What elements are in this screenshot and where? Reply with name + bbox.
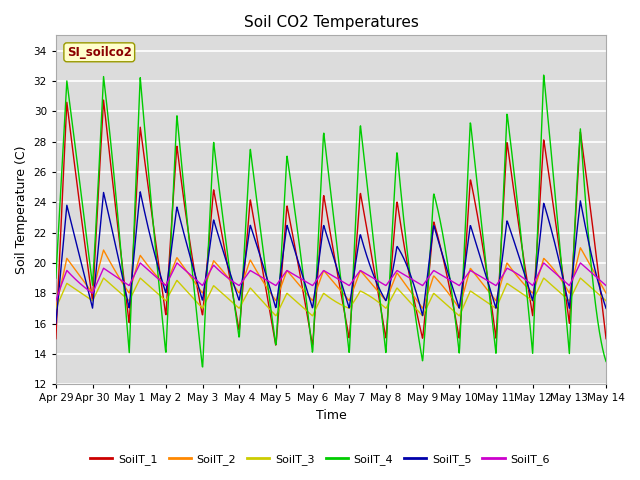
Legend: SoilT_1, SoilT_2, SoilT_3, SoilT_4, SoilT_5, SoilT_6: SoilT_1, SoilT_2, SoilT_3, SoilT_4, Soil… xyxy=(86,450,554,469)
Text: SI_soilco2: SI_soilco2 xyxy=(67,46,132,59)
X-axis label: Time: Time xyxy=(316,409,346,422)
Y-axis label: Soil Temperature (C): Soil Temperature (C) xyxy=(15,145,28,274)
Title: Soil CO2 Temperatures: Soil CO2 Temperatures xyxy=(243,15,419,30)
